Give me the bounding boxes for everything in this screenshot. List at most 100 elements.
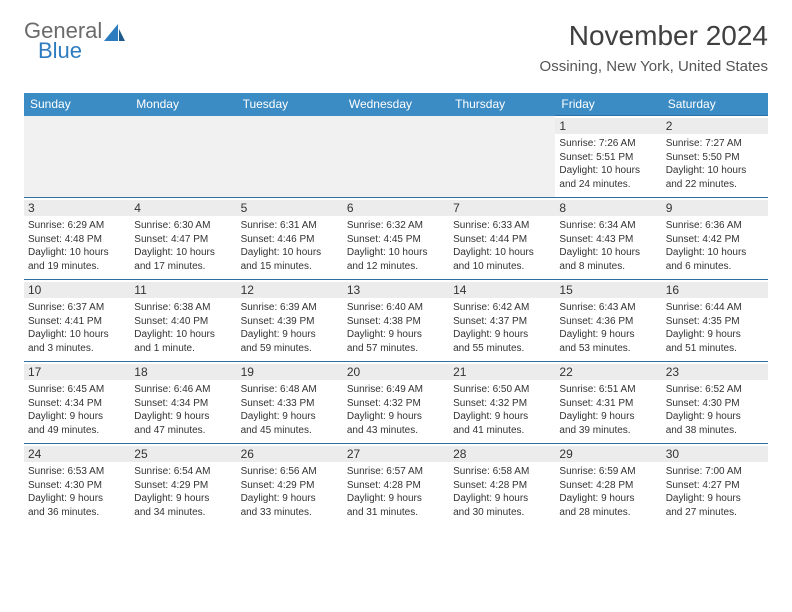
day-detail-line: Sunrise: 7:00 AM [666, 465, 764, 479]
day-detail-line: Sunset: 4:32 PM [453, 397, 551, 411]
day-detail-line: and 22 minutes. [666, 178, 764, 192]
day-detail-line: Sunset: 4:41 PM [28, 315, 126, 329]
day-number: 17 [24, 364, 130, 380]
day-detail-line: Daylight: 9 hours [241, 492, 339, 506]
day-number: 9 [662, 200, 768, 216]
day-detail-line: Sunset: 4:29 PM [134, 479, 232, 493]
day-cell: 27Sunrise: 6:57 AMSunset: 4:28 PMDayligh… [343, 444, 449, 526]
day-detail-line: and 59 minutes. [241, 342, 339, 356]
day-details: Sunrise: 6:49 AMSunset: 4:32 PMDaylight:… [347, 383, 445, 437]
day-detail-line: Sunrise: 6:31 AM [241, 219, 339, 233]
day-detail-line: Sunset: 4:34 PM [28, 397, 126, 411]
day-number: 21 [449, 364, 555, 380]
day-details: Sunrise: 6:42 AMSunset: 4:37 PMDaylight:… [453, 301, 551, 355]
day-detail-line: Daylight: 9 hours [347, 328, 445, 342]
day-detail-line: Sunrise: 7:27 AM [666, 137, 764, 151]
day-details: Sunrise: 6:53 AMSunset: 4:30 PMDaylight:… [28, 465, 126, 519]
day-number: 19 [237, 364, 343, 380]
day-detail-line: Sunrise: 6:57 AM [347, 465, 445, 479]
day-detail-line: Sunset: 4:40 PM [134, 315, 232, 329]
day-detail-line: Daylight: 9 hours [666, 328, 764, 342]
day-detail-line: and 30 minutes. [453, 506, 551, 520]
day-number: 3 [24, 200, 130, 216]
day-number: 20 [343, 364, 449, 380]
day-detail-line: Sunset: 4:38 PM [347, 315, 445, 329]
day-details: Sunrise: 6:48 AMSunset: 4:33 PMDaylight:… [241, 383, 339, 437]
day-detail-line: Daylight: 9 hours [453, 410, 551, 424]
day-detail-line: Daylight: 10 hours [666, 246, 764, 260]
day-cell: 19 Sunrise: 6:48 AMSunset: 4:33 PMDayligh… [237, 362, 343, 444]
day-details: Sunrise: 6:43 AMSunset: 4:36 PMDaylight:… [559, 301, 657, 355]
day-number: 6 [343, 200, 449, 216]
weekday-header: Friday [555, 93, 661, 116]
day-detail-line: and 27 minutes. [666, 506, 764, 520]
day-detail-line: and 41 minutes. [453, 424, 551, 438]
day-detail-line: Sunset: 4:34 PM [134, 397, 232, 411]
calendar-week-row: 1 Sunrise: 7:26 AMSunset: 5:51 PMDaylight… [24, 116, 768, 198]
day-details: Sunrise: 7:26 AMSunset: 5:51 PMDaylight:… [559, 137, 657, 191]
day-detail-line: Daylight: 9 hours [347, 492, 445, 506]
day-detail-line: Sunset: 4:30 PM [28, 479, 126, 493]
day-detail-line: Sunset: 4:29 PM [241, 479, 339, 493]
day-details: Sunrise: 7:00 AMSunset: 4:27 PMDaylight:… [666, 465, 764, 519]
day-detail-line: Daylight: 9 hours [28, 492, 126, 506]
day-detail-line: Sunrise: 6:56 AM [241, 465, 339, 479]
page-header: General Blue November 2024 Ossining, New… [24, 20, 768, 75]
day-number: 25 [130, 446, 236, 462]
day-details: Sunrise: 6:57 AMSunset: 4:28 PMDaylight:… [347, 465, 445, 519]
day-cell-empty [343, 116, 449, 198]
day-detail-line: Sunset: 4:32 PM [347, 397, 445, 411]
day-detail-line: Sunrise: 6:34 AM [559, 219, 657, 233]
day-detail-line: Daylight: 9 hours [666, 410, 764, 424]
day-number: 26 [237, 446, 343, 462]
day-details: Sunrise: 6:54 AMSunset: 4:29 PMDaylight:… [134, 465, 232, 519]
day-number: 24 [24, 446, 130, 462]
day-detail-line: Daylight: 10 hours [347, 246, 445, 260]
day-detail-line: and 36 minutes. [28, 506, 126, 520]
day-detail-line: Daylight: 10 hours [559, 246, 657, 260]
day-number: 7 [449, 200, 555, 216]
day-detail-line: Sunrise: 6:49 AM [347, 383, 445, 397]
day-details: Sunrise: 6:58 AMSunset: 4:28 PMDaylight:… [453, 465, 551, 519]
day-detail-line: Sunset: 4:30 PM [666, 397, 764, 411]
day-detail-line: and 38 minutes. [666, 424, 764, 438]
day-detail-line: Sunset: 4:44 PM [453, 233, 551, 247]
day-details: Sunrise: 6:34 AMSunset: 4:43 PMDaylight:… [559, 219, 657, 273]
day-detail-line: Daylight: 10 hours [453, 246, 551, 260]
day-cell: 21Sunrise: 6:50 AMSunset: 4:32 PMDayligh… [449, 362, 555, 444]
day-cell: 17Sunrise: 6:45 AMSunset: 4:34 PMDayligh… [24, 362, 130, 444]
day-number: 8 [555, 200, 661, 216]
day-detail-line: Sunrise: 6:29 AM [28, 219, 126, 233]
day-detail-line: Sunset: 5:51 PM [559, 151, 657, 165]
day-number: 29 [555, 446, 661, 462]
day-cell: 12Sunrise: 6:39 AMSunset: 4:39 PMDayligh… [237, 280, 343, 362]
day-detail-line: Daylight: 9 hours [559, 492, 657, 506]
calendar-week-row: 24 Sunrise: 6:53 AMSunset: 4:30 PMDayligh… [24, 444, 768, 526]
day-detail-line: and 17 minutes. [134, 260, 232, 274]
day-detail-line: Sunrise: 6:59 AM [559, 465, 657, 479]
day-detail-line: and 8 minutes. [559, 260, 657, 274]
day-detail-line: and 49 minutes. [28, 424, 126, 438]
day-details: Sunrise: 6:52 AMSunset: 4:30 PMDaylight:… [666, 383, 764, 437]
day-detail-line: and 10 minutes. [453, 260, 551, 274]
calendar-week-row: 3Sunrise: 6:29 AMSunset: 4:48 PMDaylight… [24, 198, 768, 280]
weekday-header: Sunday [24, 93, 130, 116]
calendar-table: SundayMondayTuesdayWednesdayThursdayFrid… [24, 93, 768, 526]
day-detail-line: and 3 minutes. [28, 342, 126, 356]
day-details: Sunrise: 6:44 AMSunset: 4:35 PMDaylight:… [666, 301, 764, 355]
day-number: 1 [555, 118, 661, 134]
calendar-week-row: 10Sunrise: 6:37 AMSunset: 4:41 PMDayligh… [24, 280, 768, 362]
day-cell: 5Sunrise: 6:31 AMSunset: 4:46 PMDaylight… [237, 198, 343, 280]
day-detail-line: Sunrise: 6:32 AM [347, 219, 445, 233]
day-detail-line: Daylight: 10 hours [28, 328, 126, 342]
weekday-header: Wednesday [343, 93, 449, 116]
day-number: 15 [555, 282, 661, 298]
day-detail-line: Sunset: 4:35 PM [666, 315, 764, 329]
day-detail-line: Daylight: 9 hours [28, 410, 126, 424]
weekday-header: Thursday [449, 93, 555, 116]
day-detail-line: Daylight: 9 hours [241, 410, 339, 424]
day-detail-line: Sunset: 4:47 PM [134, 233, 232, 247]
day-detail-line: Sunrise: 6:46 AM [134, 383, 232, 397]
day-cell-empty [24, 116, 130, 198]
day-number: 10 [24, 282, 130, 298]
